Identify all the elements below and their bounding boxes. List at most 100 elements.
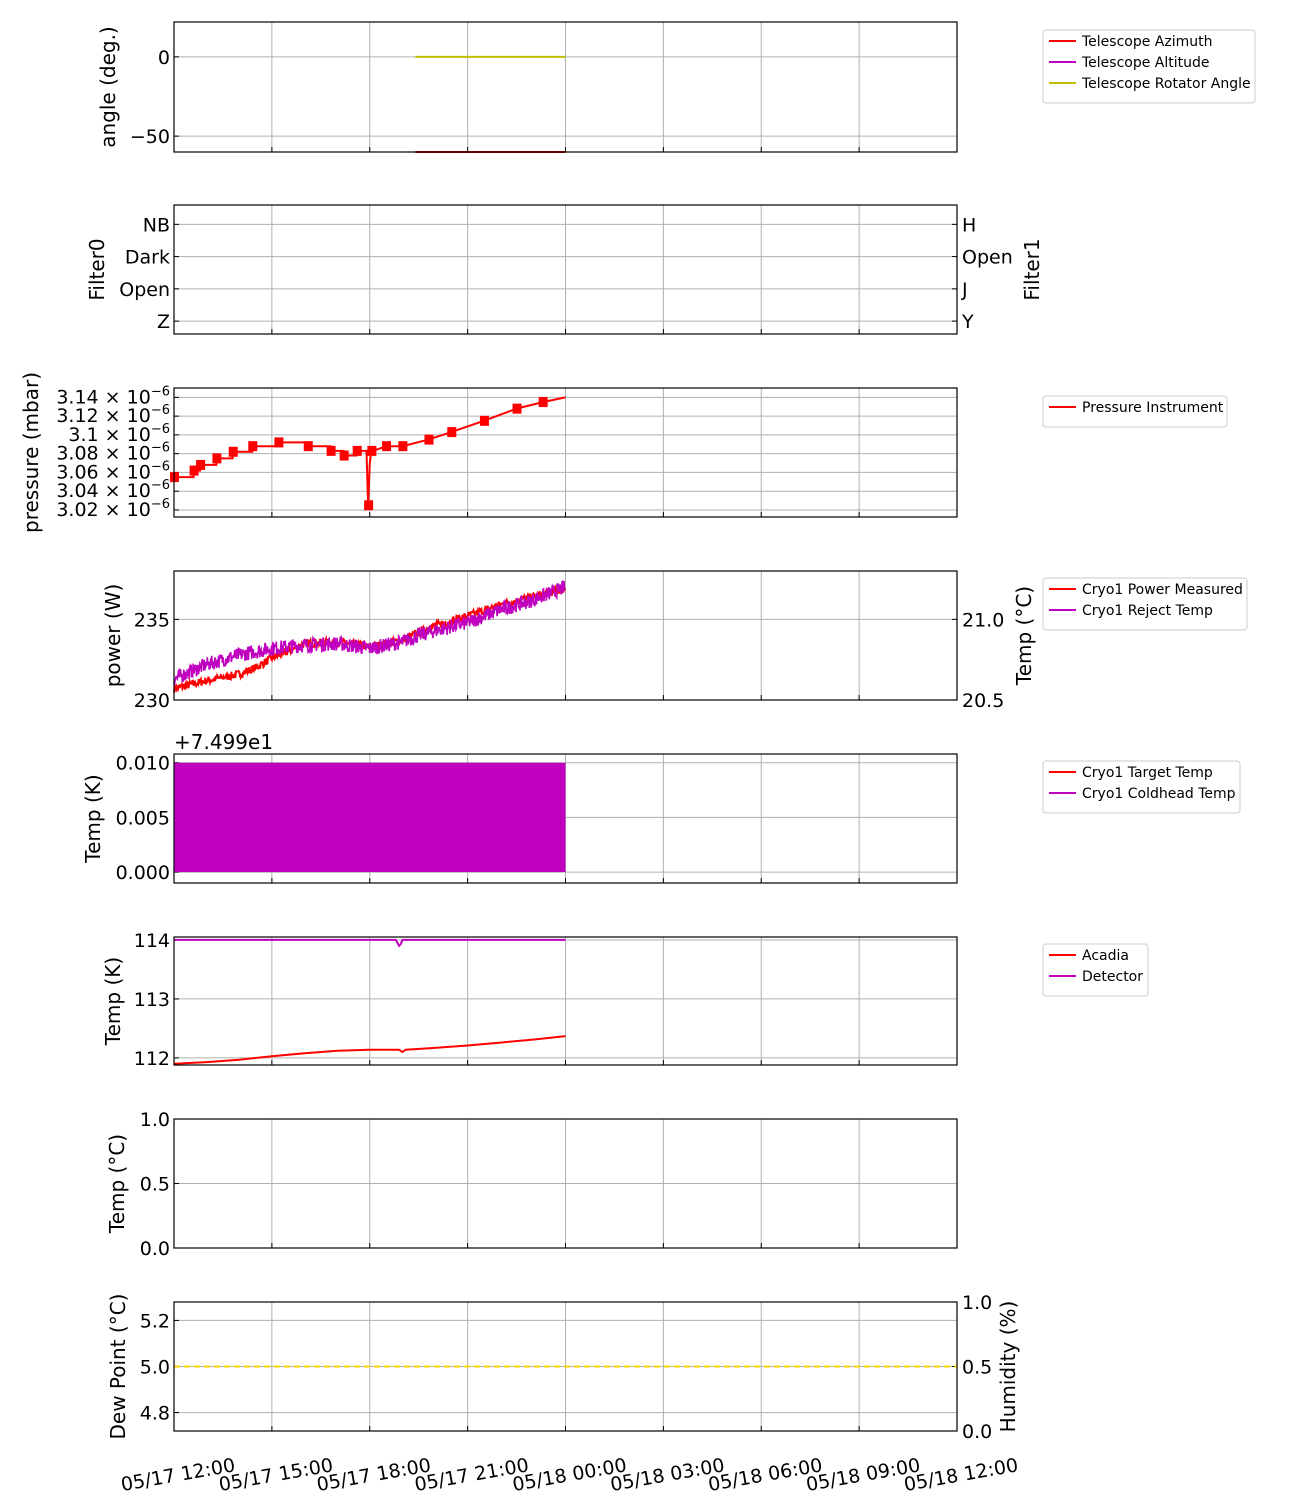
- y-tick-label: 114: [134, 930, 170, 952]
- pressure-flicker: [196, 459, 206, 470]
- y-axis-label: Temp (°C): [105, 1134, 129, 1234]
- legend-box: [1042, 395, 1228, 428]
- panel-telescope: 0 −50 angle (deg.) Telescope Azimuth Telesco…: [96, 21, 1256, 153]
- y-tick-label: 3.06 × 10−6: [56, 459, 170, 483]
- pressure-flicker: [303, 441, 313, 452]
- y-tick-exponent: −6: [151, 422, 170, 437]
- y-axis-label: Temp (K): [101, 957, 125, 1046]
- x-tick-label: 05/18 12:00: [902, 1454, 1020, 1496]
- y-tick-label: 0: [158, 47, 170, 69]
- legend-label: Cryo1 Target Temp: [1082, 765, 1213, 781]
- pressure-flicker: [424, 434, 434, 445]
- y-tick-label: 0.5: [140, 1174, 170, 1196]
- y-tick-mantissa: 3.14: [56, 386, 98, 408]
- y-tick-exponent: −6: [151, 403, 170, 418]
- series-line: [173, 580, 566, 686]
- y-tick-label: Dark: [125, 247, 170, 269]
- y-tick-label: 1.0: [140, 1109, 170, 1131]
- y-right-tick-label: Y: [961, 311, 974, 333]
- y-right-tick-label: J: [961, 279, 968, 301]
- y-tick-base: × 10: [99, 386, 151, 408]
- y-axis-label: Temp (K): [81, 774, 105, 863]
- legend-label: Pressure Instrument: [1082, 400, 1224, 416]
- legend-label: Cryo1 Coldhead Temp: [1082, 786, 1236, 802]
- y-tick-mantissa: 3.1: [68, 424, 98, 446]
- y-right-tick-label: 21.0: [962, 609, 1004, 631]
- pressure-flicker: [228, 446, 238, 457]
- y-tick-label: 5.2: [140, 1310, 170, 1332]
- coldhead-band: [174, 762, 566, 873]
- y-tick-label: 3.04 × 10−6: [56, 478, 170, 502]
- y-tick-base: × 10: [99, 443, 151, 465]
- panel-dewpoint: 5.2 5.0 4.8 1.0 0.5 0.0 Dew Point (°C) Humidity…: [106, 1292, 1020, 1496]
- y-tick-label: 230: [134, 690, 170, 712]
- y-tick-label: 0.000: [116, 862, 170, 884]
- y-right-tick-label: H: [962, 214, 976, 236]
- y-tick-label: 0.0: [140, 1238, 170, 1260]
- pressure-flicker: [512, 403, 522, 414]
- y-right-tick-label: 20.5: [962, 690, 1004, 712]
- y-tick-label: Z: [157, 311, 170, 333]
- y-tick-label: 3.14 × 10−6: [56, 384, 170, 408]
- y-tick-label: 112: [134, 1048, 170, 1070]
- pressure-flicker: [447, 427, 457, 438]
- y-tick-label: 5.0: [140, 1357, 170, 1379]
- y-tick-exponent: −6: [151, 497, 170, 512]
- panel-cryo-temp: 0.010 0.005 0.000 Temp (K) +7.499e1 Cryo1 Tar…: [81, 730, 1241, 884]
- pressure-flicker: [479, 415, 489, 426]
- axis-offset-text: +7.499e1: [174, 730, 273, 754]
- y-axis-label: Humidity (%): [996, 1301, 1020, 1433]
- pressure-flicker: [382, 441, 392, 452]
- panel-filters: NB Dark Open Z H Open JY Filter0 Filter1: [85, 204, 1044, 335]
- y-axis-label: angle (deg.): [96, 26, 120, 148]
- y-tick-exponent: −6: [151, 478, 170, 493]
- legend-box: [1042, 577, 1248, 631]
- pressure-flicker: [339, 450, 349, 461]
- y-right-tick-label: 1.0: [962, 1292, 992, 1314]
- legend-box: [1042, 943, 1149, 997]
- legend-label: Cryo1 Reject Temp: [1082, 603, 1213, 619]
- pressure-flicker: [398, 441, 408, 452]
- legend-label: Cryo1 Power Measured: [1082, 582, 1243, 598]
- y-tick-base: × 10: [99, 480, 151, 502]
- y-tick-label: Open: [119, 279, 170, 301]
- panel-ambient: 1.0 0.5 0.0 Temp (°C): [105, 1109, 958, 1260]
- y-tick-exponent: −6: [151, 384, 170, 399]
- y-tick-exponent: −6: [151, 459, 170, 474]
- pressure-flicker: [538, 397, 548, 408]
- y-tick-label: 113: [134, 989, 170, 1011]
- y-tick-label: −50: [130, 126, 170, 148]
- y-tick-label: 235: [134, 609, 170, 631]
- legend-label: Acadia: [1082, 948, 1129, 964]
- y-tick-base: × 10: [99, 424, 151, 446]
- y-tick-mantissa: 3.08: [56, 443, 98, 465]
- y-tick-base: × 10: [99, 499, 151, 521]
- y-tick-mantissa: 3.12: [56, 405, 98, 427]
- series-line: [173, 1035, 566, 1065]
- y-tick-label: 3.02 × 10−6: [56, 497, 170, 521]
- y-axis-label: Filter0: [85, 238, 109, 300]
- y-right-tick-label: 0.5: [962, 1357, 992, 1379]
- series-line: [174, 938, 566, 948]
- pressure-flicker: [189, 465, 199, 476]
- panel-cryo-power: 235 230 21.0 20.5 power (W) Temp (°C) Cryo1 Po…: [101, 570, 1248, 712]
- y-axis-label: power (W): [101, 584, 125, 688]
- pressure-flicker: [248, 441, 258, 452]
- pressure-flicker: [352, 445, 362, 456]
- y-tick-mantissa: 3.06: [56, 461, 98, 483]
- y-axis-label: pressure (mbar): [19, 372, 43, 533]
- panel-pressure: 3.14 × 10−63.12 × 10−63.1 × 10−63.08 × 1…: [19, 372, 1228, 533]
- legend-box: [1042, 29, 1256, 104]
- y-axis-label: Filter1: [1020, 238, 1044, 300]
- y-tick-label: 3.08 × 10−6: [56, 441, 170, 465]
- legend-label: Detector: [1082, 969, 1143, 985]
- legend-label: Telescope Azimuth: [1081, 34, 1212, 50]
- y-tick-exponent: −6: [151, 441, 170, 456]
- pressure-flicker: [212, 453, 222, 464]
- y-tick-label: 4.8: [140, 1403, 170, 1425]
- y-tick-mantissa: 3.04: [56, 480, 98, 502]
- y-axis-label: Dew Point (°C): [106, 1293, 130, 1439]
- y-tick-base: × 10: [99, 461, 151, 483]
